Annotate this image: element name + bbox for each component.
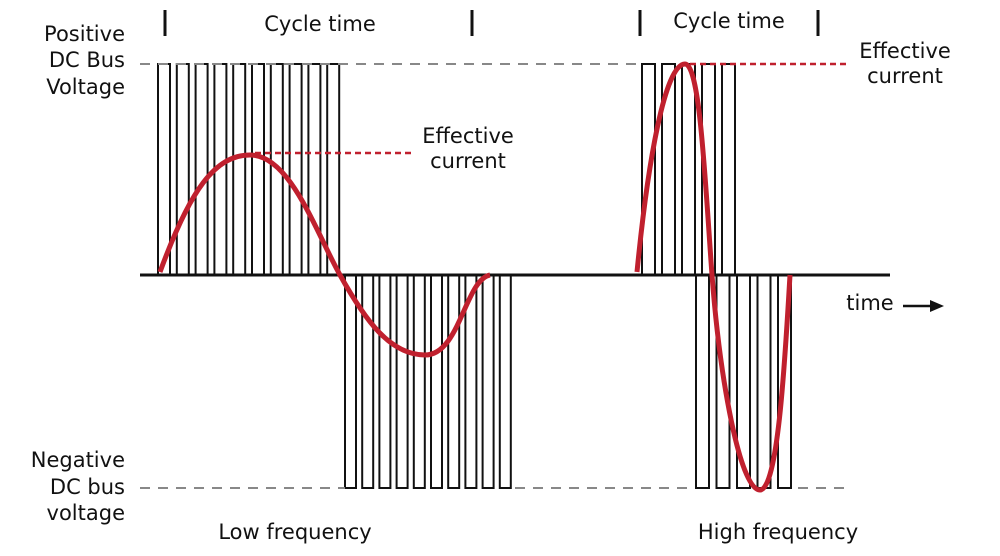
- effective-current-high: [634, 61, 793, 493]
- axis-label: voltage: [47, 501, 125, 525]
- pulse: [157, 63, 171, 276]
- pulse: [344, 274, 357, 489]
- axis-label: Positive: [44, 22, 125, 46]
- axis-label: DC bus: [50, 475, 125, 499]
- caption: High frequency: [698, 520, 858, 544]
- pulse: [361, 274, 375, 489]
- pulse: [288, 63, 303, 276]
- pulse: [307, 63, 322, 276]
- pulse: [498, 274, 512, 489]
- axis-label: DC Bus: [49, 48, 125, 72]
- pulse: [232, 63, 247, 276]
- caption: Low frequency: [218, 520, 371, 544]
- pulse: [447, 274, 461, 489]
- current-label: Effective: [422, 124, 514, 148]
- pulse: [395, 274, 409, 489]
- pulse: [721, 63, 736, 276]
- cycle-label: Cycle time: [673, 9, 785, 33]
- pulse: [194, 63, 209, 276]
- axis-label: Voltage: [46, 75, 125, 99]
- pulse: [681, 63, 696, 276]
- pulse: [412, 274, 426, 489]
- pulse: [378, 274, 392, 489]
- cycle-label: Cycle time: [264, 12, 376, 36]
- pulse: [695, 274, 710, 489]
- pulse: [251, 63, 265, 276]
- pulse: [326, 63, 341, 276]
- pulse: [430, 274, 443, 489]
- pulse: [481, 274, 495, 489]
- pulse: [756, 274, 772, 489]
- time-arrow-head: [930, 300, 944, 312]
- effective-current-low: [157, 152, 491, 358]
- pulse: [175, 63, 190, 276]
- current-label: Effective: [859, 39, 951, 63]
- current-label: current: [430, 149, 506, 173]
- time-label: time: [846, 291, 893, 315]
- axis-label: Negative: [31, 448, 125, 472]
- current-label: current: [867, 64, 943, 88]
